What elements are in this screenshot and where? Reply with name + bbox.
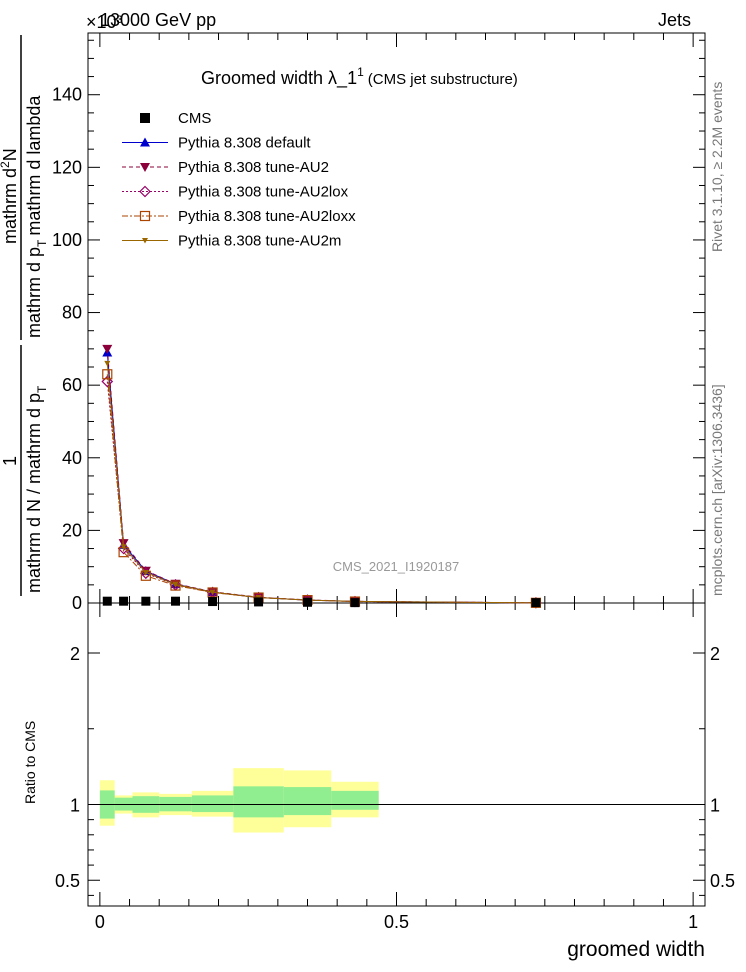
x-axis-label: groomed width xyxy=(567,938,705,961)
ratio-band-inner xyxy=(283,787,332,816)
y-tick-label: 0 xyxy=(72,593,82,613)
legend-marker-cms xyxy=(140,113,150,123)
series-3 xyxy=(102,369,542,608)
y-label-den1-sub: T xyxy=(35,385,49,393)
y-label-numerator-2: mathrm d2N xyxy=(0,148,20,244)
title-note: (CMS jet substructure) xyxy=(368,71,518,88)
y-label-num2-d: mathrm d xyxy=(0,168,20,244)
series-point xyxy=(172,581,179,588)
ratio-tick-label-left: 0.5 xyxy=(55,871,80,891)
ratio-band-inner xyxy=(233,786,284,818)
series-0 xyxy=(102,347,541,607)
y-tick-label: 140 xyxy=(52,85,82,105)
cms-point xyxy=(208,597,218,607)
series-line xyxy=(106,348,536,604)
mc-series xyxy=(101,344,542,609)
cms-point xyxy=(119,596,129,606)
analysis-watermark: CMS_2021_I1920187 xyxy=(333,559,460,574)
cms-point xyxy=(102,596,112,606)
y-tick-label: 100 xyxy=(52,230,82,250)
series-point xyxy=(209,589,216,596)
cms-point xyxy=(171,596,181,606)
ratio-plot-frame xyxy=(87,602,706,907)
ratio-axis-ticks: 0.5 0.5 1 1 2 2 xyxy=(55,644,735,896)
title-main: Groomed width λ_1 xyxy=(201,68,357,89)
y-label-num2-sup: 2 xyxy=(0,161,12,168)
cms-point xyxy=(303,597,313,607)
legend-label: Pythia 8.308 tune-AU2lox xyxy=(178,184,349,201)
ratio-tick-label-left: 1 xyxy=(70,795,80,815)
ratio-tick-label-left: 2 xyxy=(70,644,80,664)
y-label-num2-n: N xyxy=(0,148,20,161)
series-line xyxy=(106,363,536,604)
ratio-band-inner xyxy=(331,790,379,810)
series-point xyxy=(102,344,113,354)
legend-marker xyxy=(140,137,150,147)
legend-label: Pythia 8.308 tune-AU2loxx xyxy=(178,208,356,225)
chart-title: Groomed width λ_11 (CMS jet substructure) xyxy=(201,65,518,89)
process-label: Jets xyxy=(658,10,691,30)
y-tick-label: 20 xyxy=(62,520,82,540)
y-tick-label: 40 xyxy=(62,448,82,468)
legend: CMS Pythia 8.308 default Pythia 8.308 tune… xyxy=(122,110,356,250)
series-point xyxy=(117,542,130,555)
y-label-den2-sub: T xyxy=(35,239,49,247)
y-label-denominator-2: mathrm d pTmathrm d lambda xyxy=(24,95,49,338)
y-label-denominator-1: mathrm d N / mathrm d pT xyxy=(24,385,49,593)
series-line xyxy=(106,352,536,604)
y-label-numerator-1: 1 xyxy=(0,456,20,466)
x-axis-ticks: 0 0.5 1 xyxy=(95,33,698,932)
series-point xyxy=(142,570,149,576)
y-label-den2-dl: mathrm d lambda xyxy=(24,95,44,236)
legend-label: Pythia 8.308 tune-AU2 xyxy=(178,159,329,176)
y-tick-label: 80 xyxy=(62,303,82,323)
legend-marker xyxy=(139,185,151,198)
series-line xyxy=(106,381,536,604)
series-point xyxy=(102,369,113,380)
x-tick-label: 0.5 xyxy=(384,912,409,932)
cms-point xyxy=(531,598,541,608)
cms-point xyxy=(254,597,264,607)
y-tick-label: 120 xyxy=(52,157,82,177)
cms-data-points xyxy=(102,596,541,608)
series-point xyxy=(104,360,111,367)
series-1 xyxy=(102,344,541,608)
series-point xyxy=(120,544,127,550)
ratio-bands xyxy=(99,768,379,833)
mcplots-label: mcplots.cern.ch [arXiv:1306.3436] xyxy=(709,384,725,596)
ratio-tick-label-right: 2 xyxy=(710,644,720,664)
series-4 xyxy=(104,360,539,606)
cms-point xyxy=(350,598,360,608)
legend-marker xyxy=(139,210,151,222)
x-tick-label: 0 xyxy=(95,912,105,932)
y-tick-label: 60 xyxy=(62,375,82,395)
ratio-tick-label-right: 1 xyxy=(710,795,720,815)
ratio-y-label: Ratio to CMS xyxy=(22,721,38,804)
series-line xyxy=(106,374,536,604)
energy-label: 13000 GeV pp xyxy=(100,10,216,30)
cms-point xyxy=(141,596,151,606)
legend-label: CMS xyxy=(178,110,211,127)
y-label-den1-text: mathrm d N / mathrm d p xyxy=(24,393,44,593)
ratio-band-inner xyxy=(191,795,234,813)
y-label-den2-dp: mathrm d p xyxy=(24,247,44,338)
legend-label: Pythia 8.308 tune-AU2m xyxy=(178,233,341,250)
rivet-label: Rivet 3.1.10, ≥ 2.2M events xyxy=(709,82,725,252)
exponent-label: ×10³ xyxy=(86,12,123,32)
x-tick-label: 1 xyxy=(688,912,698,932)
title-superscript: 1 xyxy=(357,65,364,79)
legend-label: Pythia 8.308 default xyxy=(178,135,311,152)
main-axis-ticks: 0 20 40 60 80 100 120 140 xyxy=(52,39,705,613)
series-2 xyxy=(101,375,542,609)
legend-marker xyxy=(140,163,150,172)
y-axis-label: 1 mathrm d N / mathrm d pT mathrm d2N ma… xyxy=(0,35,49,596)
legend-marker xyxy=(142,238,148,244)
ratio-tick-label-right: 0.5 xyxy=(710,871,735,891)
series-point xyxy=(101,375,114,388)
